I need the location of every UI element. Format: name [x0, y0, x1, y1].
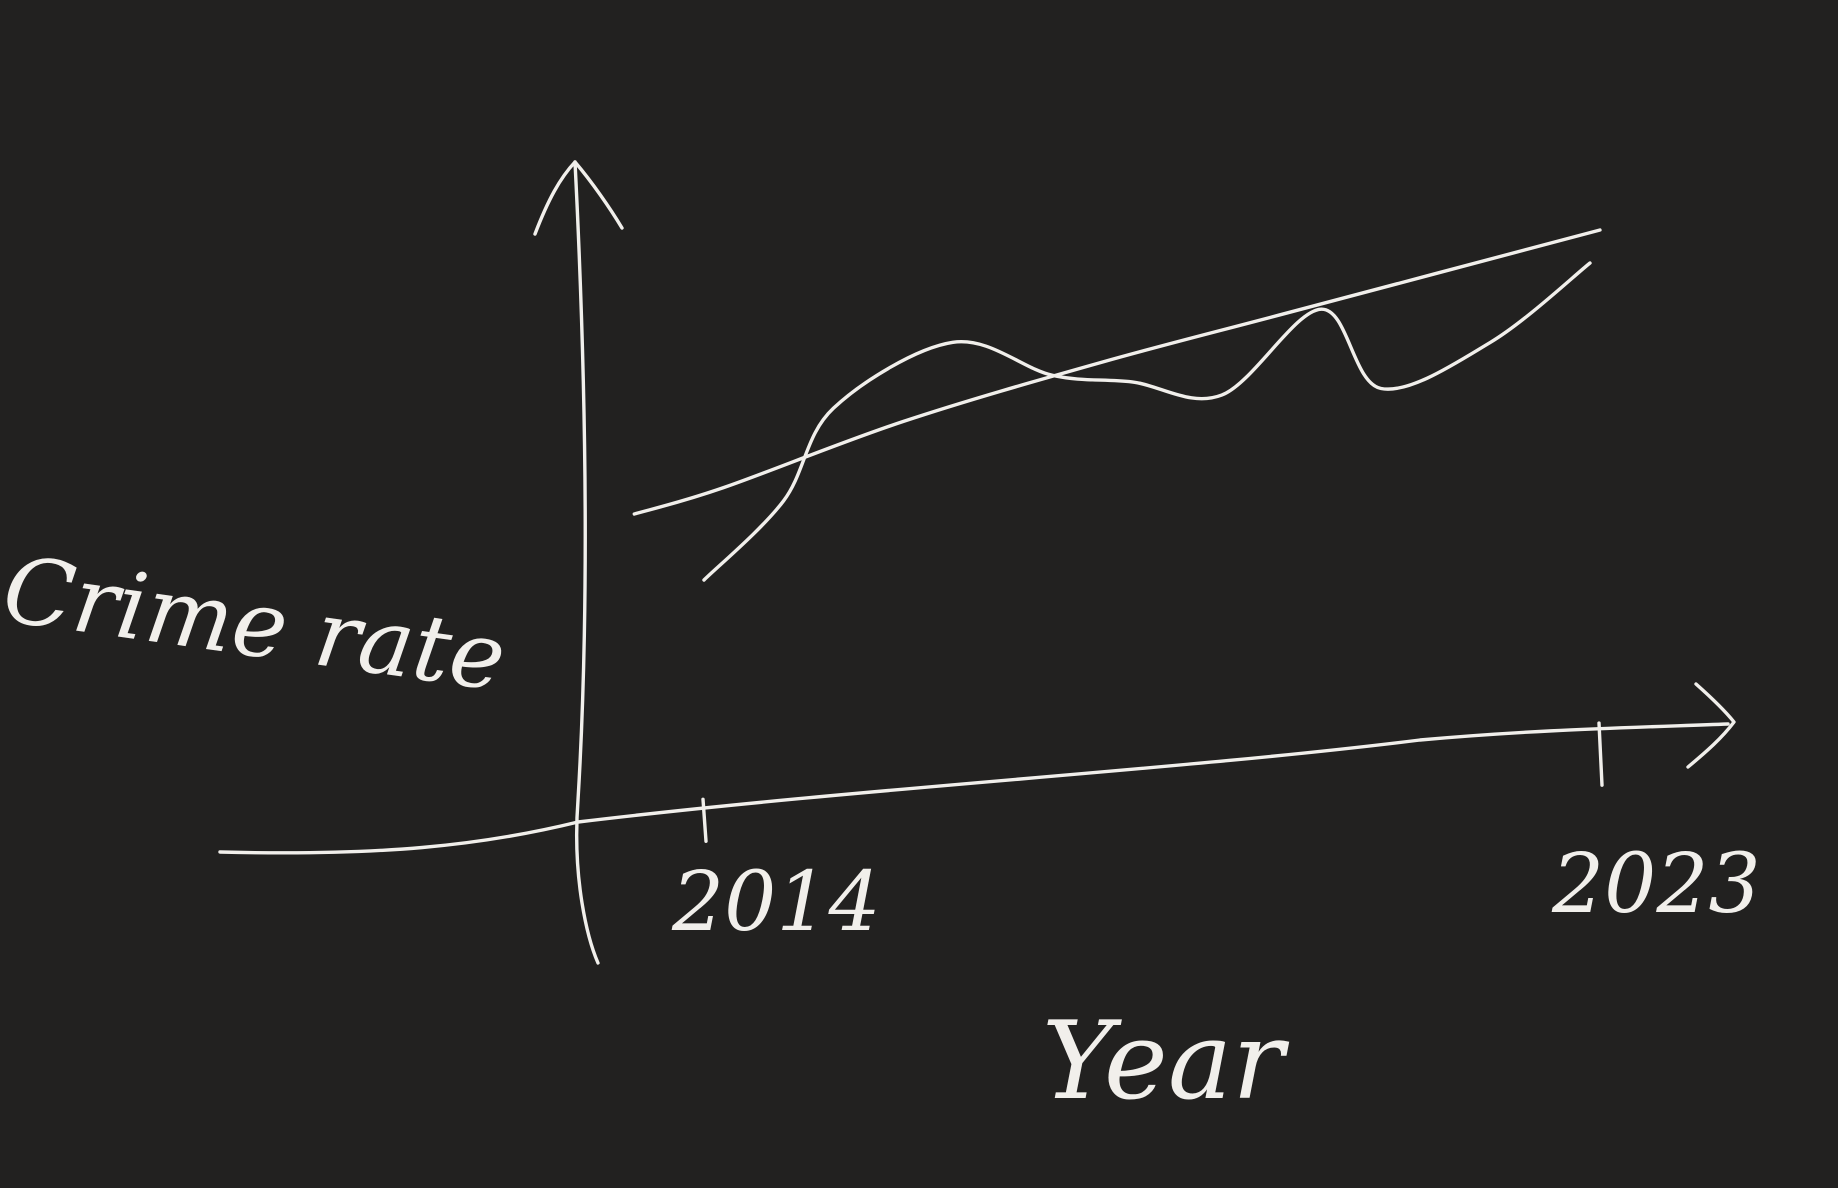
- x-axis-label: Year: [1042, 999, 1289, 1124]
- y-axis-arrowhead: [533, 160, 624, 236]
- x-axis-arrowhead: [1686, 682, 1736, 769]
- x-tick-2023: [1597, 721, 1604, 787]
- x-tick-2014: [701, 797, 708, 843]
- y-axis-label: Crime rate: [0, 536, 512, 712]
- series-line-wavy: [702, 261, 1592, 582]
- series-line-trend: [632, 228, 1602, 516]
- x-tick-label-2023: 2023: [1551, 837, 1761, 932]
- y-axis: [573, 160, 600, 965]
- x-tick-label-2014: 2014: [671, 855, 881, 950]
- x-axis: [218, 722, 1730, 855]
